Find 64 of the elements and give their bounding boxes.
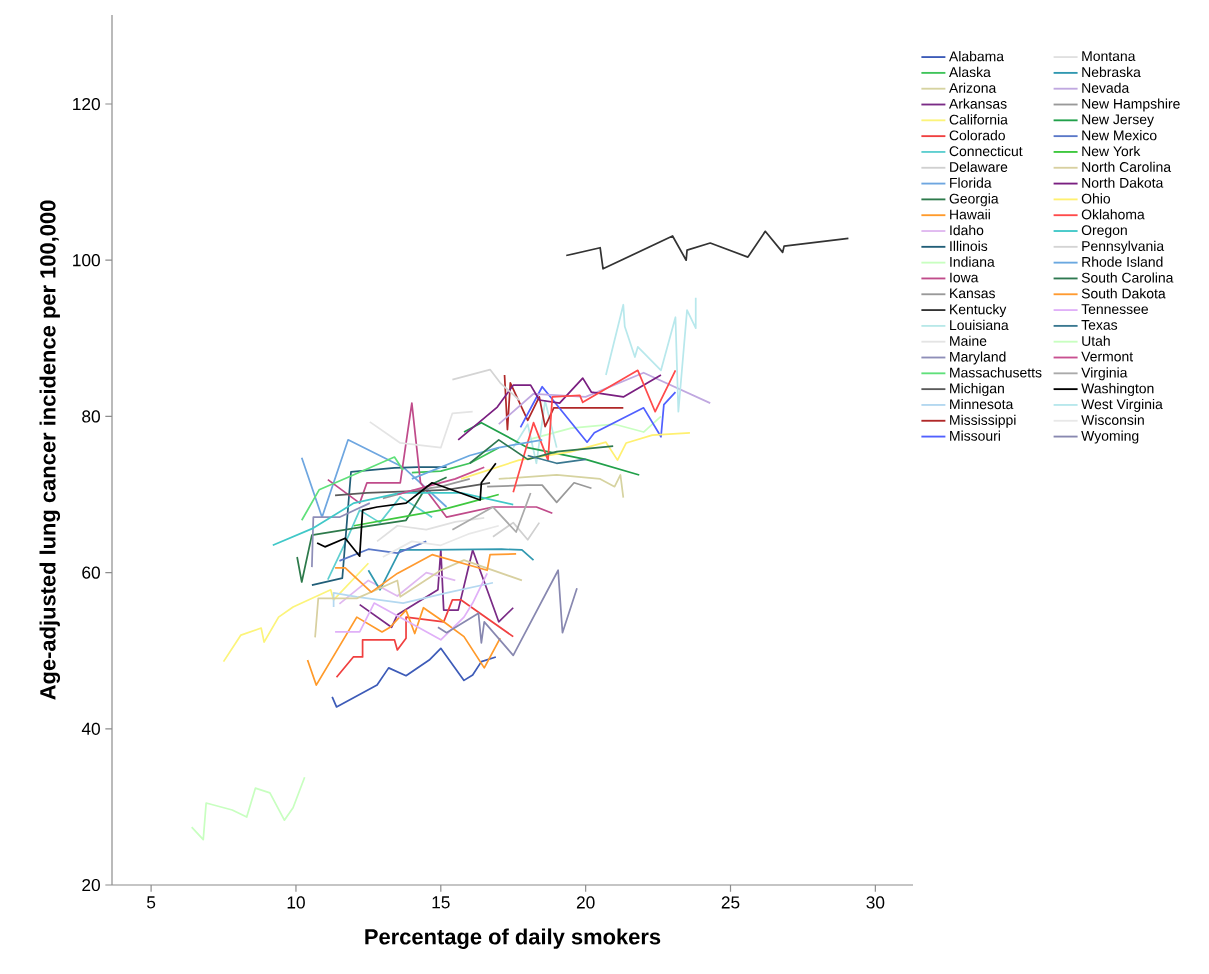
- legend-label: West Virginia: [1081, 398, 1163, 412]
- legend-label: Wisconsin: [1081, 414, 1144, 425]
- legend-label: Connecticut: [949, 145, 1023, 157]
- legend-label: Hawaii: [950, 209, 990, 220]
- x-axis-title: Percentage of daily smokers: [365, 928, 661, 949]
- legend-label: South Dakota: [1081, 288, 1166, 299]
- legend-label: New Jersey: [1082, 114, 1154, 128]
- legend-label: Alaska: [949, 66, 991, 78]
- legend-label: Texas: [1081, 320, 1118, 330]
- y-tick-label: 20: [82, 878, 100, 892]
- legend-label: Idaho: [950, 224, 984, 236]
- legend-label: Florida: [950, 177, 992, 188]
- y-tick-label: 40: [81, 722, 100, 735]
- legend-label: Ohio: [1081, 193, 1111, 204]
- legend-label: New Mexico: [1082, 130, 1157, 141]
- legend-label: Massachusetts: [950, 367, 1042, 378]
- legend-label: Washington: [1081, 383, 1154, 397]
- legend-label: North Carolina: [1082, 161, 1172, 172]
- legend-label: Kansas: [950, 288, 995, 299]
- legend-label: Minnesota: [950, 398, 1014, 410]
- legend-label: Alabama: [949, 51, 1005, 62]
- legend-label: North Dakota: [1082, 177, 1164, 188]
- legend-label: Oregon: [1081, 225, 1127, 238]
- legend-label: Utah: [1082, 335, 1110, 346]
- legend-label: Mississippi: [950, 414, 1016, 428]
- legend-label: Maryland: [950, 351, 1006, 365]
- legend-label: California: [949, 114, 1008, 125]
- y-axis-title: Age-adjusted lung cancer incidence per 100,000: [39, 200, 61, 700]
- x-tick-label: 10: [287, 896, 305, 909]
- x-tick-label: 30: [866, 896, 885, 909]
- y-tick-label: 80: [82, 410, 100, 423]
- legend-label: Louisiana: [950, 319, 1009, 331]
- legend-label: New York: [1082, 145, 1141, 157]
- legend-label: Maine: [950, 335, 987, 346]
- legend-label: Colorado: [949, 130, 1005, 141]
- legend-label: Tennessee: [1081, 304, 1149, 315]
- x-tick-label: 15: [432, 896, 450, 909]
- legend-label: Virginia: [1081, 367, 1128, 381]
- legend-label: Illinois: [950, 240, 988, 252]
- legend-label: Pennsylvania: [1082, 240, 1165, 254]
- x-tick-label: 5: [146, 896, 156, 909]
- x-tick-label: 25: [721, 896, 740, 909]
- legend-label: Delaware: [950, 161, 1008, 172]
- y-tick-label: 120: [73, 97, 100, 111]
- legend-label: South Carolina: [1081, 272, 1174, 283]
- legend-label: Georgia: [949, 193, 999, 207]
- legend-label: Kentucky: [950, 304, 1007, 318]
- legend-label: Arkansas: [949, 98, 1007, 109]
- legend-label: Indiana: [950, 256, 995, 267]
- y-tick-label: 60: [82, 566, 100, 579]
- legend-label: Arizona: [949, 82, 997, 93]
- legend-label: Nevada: [1082, 82, 1130, 93]
- legend-label: Iowa: [950, 272, 979, 283]
- legend-label: Montana: [1082, 51, 1136, 62]
- legend-label: Wyoming: [1081, 430, 1139, 444]
- legend-label: Rhode Island: [1082, 256, 1163, 267]
- y-tick-label: 100: [73, 254, 100, 267]
- legend-label: Michigan: [950, 383, 1004, 397]
- legend-label: Missouri: [950, 430, 1000, 441]
- legend-label: Oklahoma: [1081, 209, 1145, 220]
- legend-label: Vermont: [1081, 351, 1134, 362]
- x-tick-label: 20: [576, 896, 595, 909]
- legend-label: Nebraska: [1082, 66, 1141, 78]
- legend-label: New Hampshire: [1082, 98, 1180, 112]
